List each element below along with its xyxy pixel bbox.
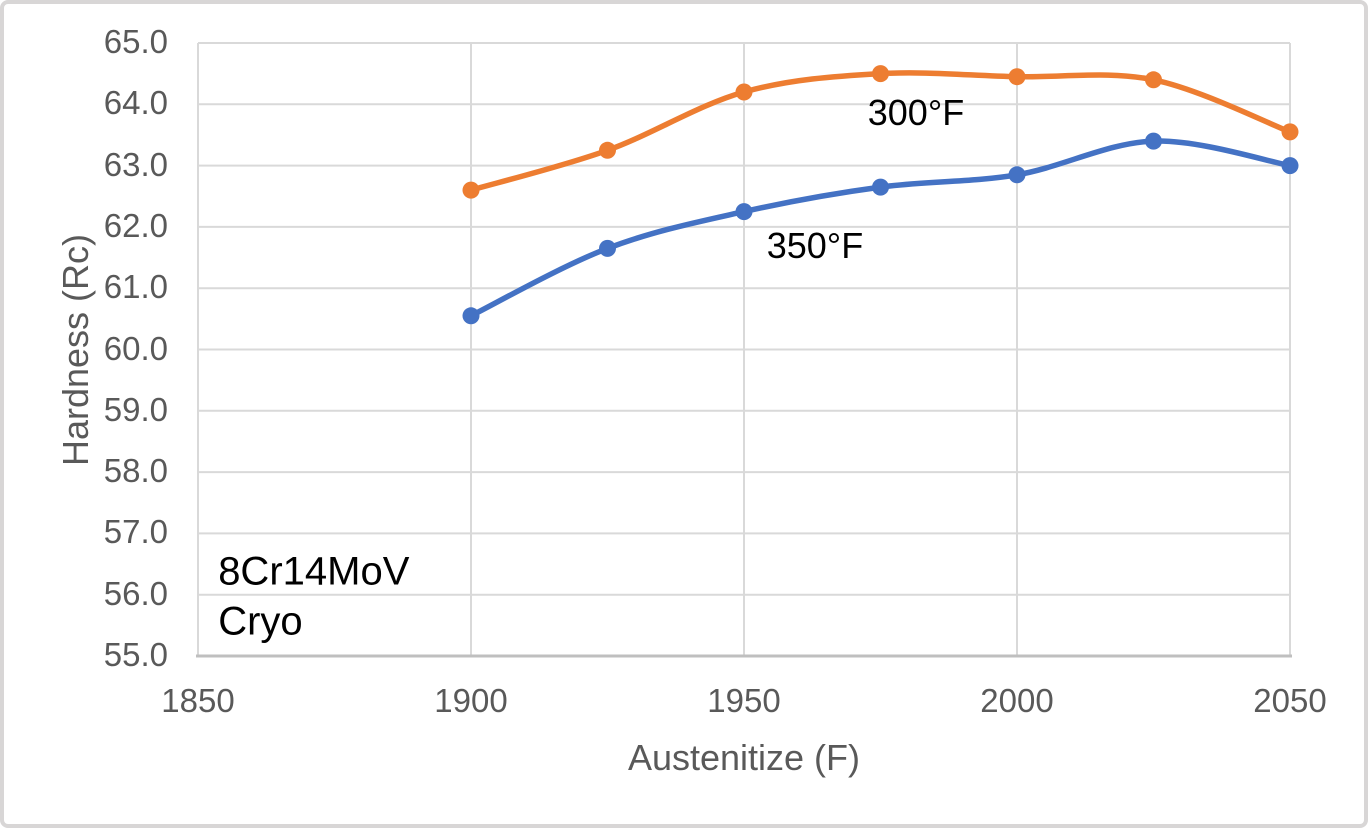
x-tick-label: 2050 [1253, 682, 1327, 719]
series-300f-marker [872, 65, 889, 83]
series-350f-marker [735, 203, 753, 221]
series-350f-marker [1281, 157, 1299, 175]
series-350f-marker [462, 307, 480, 325]
y-tick-label: 65.0 [103, 23, 168, 61]
series-300f-marker [735, 83, 753, 101]
x-tick-label: 2000 [980, 682, 1054, 719]
series-350f-marker [872, 178, 889, 196]
y-tick-label: 56.0 [103, 574, 168, 612]
series-300f-marker [1008, 68, 1026, 86]
annotation-text: 8Cr14MoV [218, 549, 410, 594]
y-tick-label: 58.0 [103, 452, 168, 490]
series-300f-marker [599, 141, 616, 159]
series-350f-marker [1008, 166, 1026, 184]
x-tick-label: 1900 [434, 682, 508, 719]
series-350f-line [468, 138, 1293, 319]
y-tick-label: 63.0 [103, 145, 168, 183]
x-axis-title: Austenitize (F) [627, 737, 861, 778]
y-tick-label: 59.0 [103, 391, 168, 429]
series-350f-marker [599, 239, 616, 257]
y-tick-label: 60.0 [103, 329, 168, 367]
y-tick-label: 57.0 [103, 513, 168, 551]
y-tick-label: 61.0 [103, 268, 168, 306]
series-300f-marker [1281, 123, 1299, 141]
x-tick-label: 1850 [161, 682, 235, 719]
annotation-text: Cryo [218, 599, 303, 644]
y-axis-title: Hardness (Rc) [55, 233, 96, 467]
y-tick-label: 62.0 [103, 207, 168, 245]
y-tick-label: 64.0 [103, 84, 168, 122]
series-350f-marker [1145, 132, 1162, 150]
series-300f-marker [1145, 71, 1162, 89]
series-300f-label: 300°F [867, 91, 965, 133]
series-350f-label: 350°F [766, 224, 864, 266]
y-tick-label: 55.0 [103, 636, 168, 674]
series-300f-marker [462, 181, 480, 199]
x-tick-label: 1950 [707, 682, 781, 719]
